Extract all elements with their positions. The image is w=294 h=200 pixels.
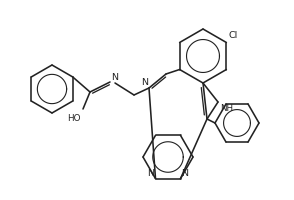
Text: Cl: Cl xyxy=(228,31,238,40)
Text: N: N xyxy=(148,168,155,177)
Text: NH: NH xyxy=(220,103,233,112)
Text: N: N xyxy=(181,168,188,177)
Text: N: N xyxy=(111,73,118,82)
Text: N: N xyxy=(141,78,148,87)
Text: HO: HO xyxy=(68,113,81,122)
